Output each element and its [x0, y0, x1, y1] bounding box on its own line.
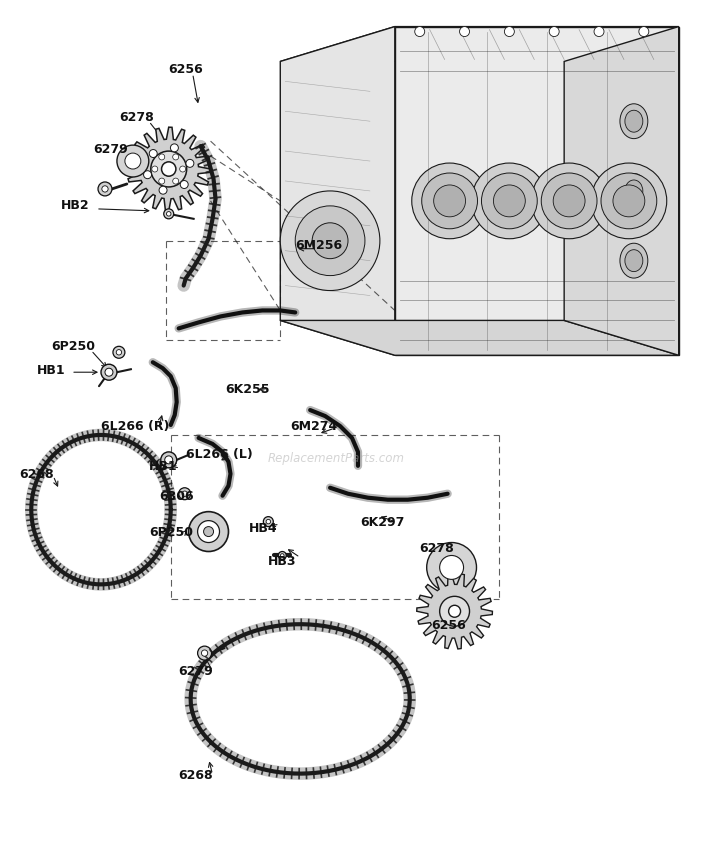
Circle shape	[116, 349, 121, 355]
Circle shape	[113, 346, 125, 358]
Circle shape	[591, 163, 667, 239]
Ellipse shape	[625, 110, 643, 132]
Circle shape	[159, 186, 167, 194]
Text: 6K297: 6K297	[360, 516, 404, 529]
Circle shape	[102, 186, 108, 192]
Circle shape	[172, 154, 179, 160]
Circle shape	[189, 512, 229, 552]
Text: 6256: 6256	[169, 64, 203, 76]
Circle shape	[449, 605, 461, 617]
Text: 6279: 6279	[179, 665, 213, 678]
Circle shape	[152, 166, 158, 172]
Ellipse shape	[620, 173, 648, 208]
Circle shape	[613, 185, 645, 217]
Text: 6279: 6279	[93, 143, 128, 156]
Circle shape	[541, 173, 597, 229]
Text: HB2: HB2	[61, 199, 90, 212]
Polygon shape	[280, 26, 679, 61]
Circle shape	[278, 552, 286, 559]
Text: 6268: 6268	[179, 768, 213, 782]
Text: 6256: 6256	[432, 620, 466, 632]
Circle shape	[531, 163, 607, 239]
Text: 6L266 (R): 6L266 (R)	[101, 420, 170, 433]
Circle shape	[125, 153, 141, 169]
Circle shape	[158, 178, 165, 184]
Circle shape	[553, 185, 585, 217]
Text: HB3: HB3	[268, 556, 297, 569]
Circle shape	[98, 182, 112, 196]
Text: HB4: HB4	[248, 522, 277, 535]
Circle shape	[101, 365, 117, 380]
Circle shape	[266, 519, 271, 524]
Circle shape	[427, 542, 477, 592]
Circle shape	[166, 212, 171, 216]
Ellipse shape	[620, 243, 648, 278]
Circle shape	[201, 650, 207, 656]
Circle shape	[411, 163, 487, 239]
Text: 6K255: 6K255	[226, 383, 270, 396]
Ellipse shape	[625, 250, 643, 272]
Circle shape	[164, 209, 174, 218]
Circle shape	[203, 527, 214, 536]
Circle shape	[144, 171, 151, 178]
Circle shape	[312, 223, 348, 258]
Circle shape	[440, 597, 470, 626]
Circle shape	[180, 180, 188, 189]
Circle shape	[182, 491, 187, 496]
Circle shape	[151, 151, 186, 187]
Text: 6M256: 6M256	[295, 239, 342, 252]
Circle shape	[179, 488, 191, 500]
Circle shape	[161, 162, 176, 176]
Circle shape	[179, 166, 186, 172]
Circle shape	[149, 150, 157, 157]
Circle shape	[198, 646, 212, 660]
Text: 6P250: 6P250	[149, 525, 193, 539]
Circle shape	[460, 26, 470, 37]
Polygon shape	[416, 574, 492, 649]
Text: ReplacementParts.com: ReplacementParts.com	[268, 452, 405, 465]
Circle shape	[594, 26, 604, 37]
Circle shape	[415, 26, 425, 37]
Text: HB1: HB1	[37, 365, 66, 377]
Circle shape	[482, 173, 537, 229]
Circle shape	[170, 144, 178, 152]
Circle shape	[639, 26, 649, 37]
Ellipse shape	[620, 104, 648, 139]
Circle shape	[472, 163, 547, 239]
Circle shape	[264, 517, 273, 527]
Circle shape	[440, 556, 463, 580]
Circle shape	[158, 154, 165, 160]
Circle shape	[117, 145, 149, 177]
Polygon shape	[280, 320, 679, 355]
Circle shape	[601, 173, 657, 229]
Circle shape	[549, 26, 559, 37]
Circle shape	[494, 185, 525, 217]
Polygon shape	[280, 26, 395, 355]
Text: 6306: 6306	[158, 490, 193, 502]
Text: 6L266 (L): 6L266 (L)	[186, 448, 252, 461]
Circle shape	[295, 206, 365, 275]
Polygon shape	[127, 128, 210, 211]
Polygon shape	[564, 26, 679, 355]
Polygon shape	[395, 26, 679, 355]
Circle shape	[165, 456, 172, 464]
Text: 6278: 6278	[119, 111, 154, 124]
Circle shape	[434, 185, 465, 217]
Circle shape	[198, 520, 219, 542]
Circle shape	[172, 178, 179, 184]
Circle shape	[422, 173, 477, 229]
Text: 6278: 6278	[420, 541, 454, 554]
Circle shape	[161, 452, 177, 468]
Text: 6268: 6268	[20, 468, 54, 481]
Circle shape	[280, 553, 284, 558]
Circle shape	[280, 191, 380, 291]
Ellipse shape	[625, 180, 643, 202]
Text: 6M274: 6M274	[290, 420, 337, 433]
Circle shape	[105, 368, 113, 377]
Text: HB1: HB1	[149, 460, 177, 473]
Text: 6P250: 6P250	[51, 340, 95, 354]
Circle shape	[186, 159, 194, 167]
Circle shape	[505, 26, 515, 37]
